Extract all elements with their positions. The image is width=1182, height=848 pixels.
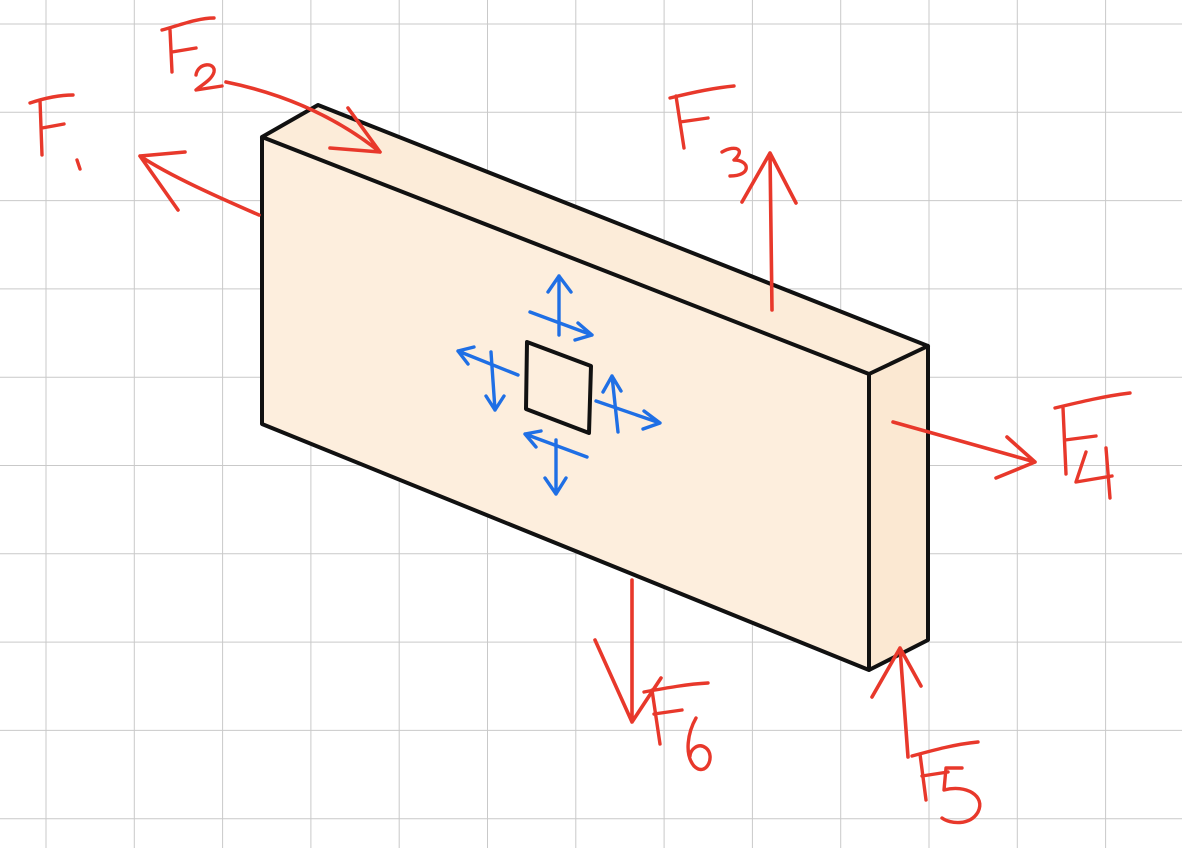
force-arrow-f6 [593,578,663,724]
force-arrow-f2 [224,80,382,154]
force-arrow-f5 [870,646,923,759]
stress-element-square [524,340,593,435]
force-arrows [138,80,1037,759]
block-side-face [869,346,928,670]
stress-arrow-bottom-normal [543,438,568,496]
force-arrow-f4 [891,420,1037,480]
stress-arrows [456,274,662,496]
label-f3 [668,84,748,178]
block-outline [260,103,930,672]
stress-arrow-left-normal [456,345,520,377]
stress-arrow-top-shear [528,310,594,342]
stress-element [456,274,662,496]
label-f5 [910,740,982,825]
stress-arrow-top-normal [546,274,573,337]
block [260,103,930,672]
force-arrow-f3 [740,151,798,312]
stress-arrow-right-normal [594,399,662,431]
label-f4 [1053,391,1132,500]
stress-arrow-bottom-shear [523,429,589,459]
label-f1 [28,93,82,171]
block-top-face [262,105,928,374]
force-labels [28,16,1132,825]
stress-arrow-right-shear [601,374,623,434]
label-f6 [642,681,712,772]
force-arrow-f1 [138,150,261,217]
stress-arrow-left-shear [484,350,506,412]
label-f2 [160,16,224,92]
